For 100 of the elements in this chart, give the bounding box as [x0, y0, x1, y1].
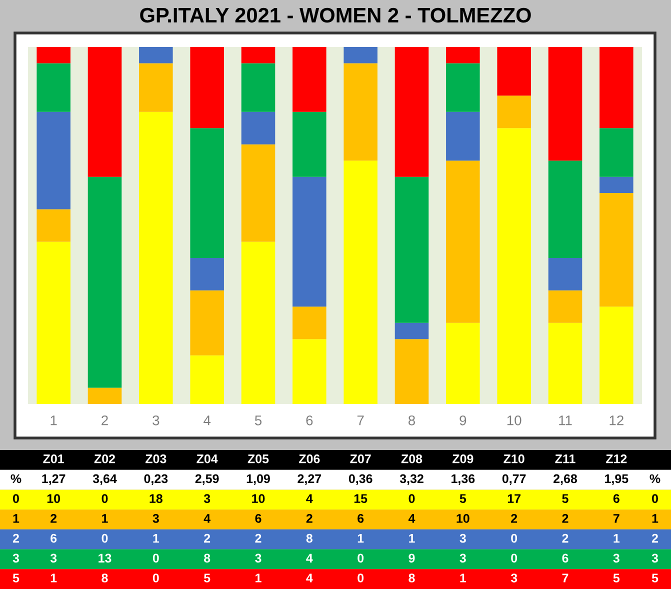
text: 0,77 [502, 474, 526, 485]
text: 1,95 [605, 474, 628, 485]
text: 3,64 [92, 474, 117, 485]
text: Z09 [452, 454, 474, 464]
x-tick-label: 12 [610, 415, 624, 426]
data-label: 1 [409, 534, 415, 543]
data-label: 1 [614, 534, 620, 543]
data-label: 5 [613, 574, 620, 582]
data-label: 3 [204, 494, 210, 504]
data-label: 10 [456, 514, 470, 523]
text: 1 [13, 514, 20, 523]
data-label: 6 [50, 534, 57, 543]
text: 0,23 [144, 474, 168, 485]
category-label: 2 [12, 534, 19, 543]
data-label: 1 [102, 514, 108, 523]
x-tick-label: 4 [204, 416, 211, 426]
data-label: 7 [562, 574, 568, 582]
data-label: 3 [152, 514, 159, 523]
data-label: 15 [354, 494, 368, 503]
data-label: 7 [613, 514, 620, 523]
data-label: 0 [102, 534, 108, 543]
text: % [650, 474, 660, 484]
data-label: 2 [306, 514, 312, 523]
data-label: 3 [460, 534, 466, 543]
data-label: 3 [50, 554, 57, 563]
data-label: 0 [358, 554, 364, 563]
text: 5 [12, 574, 20, 582]
data-label: 17 [508, 494, 520, 503]
data-label: 0 [152, 574, 159, 582]
data-label: 3 [613, 554, 620, 563]
data-label: 0 [358, 574, 364, 582]
x-tick-label: 1 [50, 416, 57, 426]
text: Z06 [299, 454, 320, 464]
data-label: 8 [102, 574, 108, 582]
data-label: 13 [98, 554, 112, 563]
data-label: 8 [204, 554, 210, 563]
data-label: 2 [562, 514, 568, 523]
text: 1,36 [452, 474, 475, 485]
x-tick-label: 11 [559, 416, 572, 426]
x-tick-label: 6 [306, 415, 313, 426]
data-label: 0 [511, 554, 518, 563]
data-label: 3 [255, 554, 262, 563]
text: 2,59 [195, 474, 219, 485]
data-label: 4 [306, 554, 313, 562]
x-tick-label: 5 [254, 416, 262, 426]
category-label: 1 [652, 514, 658, 523]
x-tick-label: 7 [357, 416, 364, 426]
text: 3,32 [400, 474, 424, 485]
data-label: 0 [408, 494, 415, 503]
data-label: 8 [306, 534, 313, 543]
data-label: 4 [306, 494, 313, 503]
data-label: 1 [153, 534, 160, 543]
data-label: 1 [50, 574, 57, 582]
data-label: 4 [204, 514, 210, 523]
text: Z10 [504, 454, 524, 464]
text: Z05 [248, 454, 269, 464]
data-label: 0 [102, 494, 108, 503]
category-label: 5 [652, 574, 658, 582]
data-label: 4 [306, 574, 313, 582]
x-tick-label: 3 [152, 415, 160, 426]
text: Z03 [146, 454, 166, 464]
x-tick-label: 10 [507, 415, 522, 426]
data-label: 5 [460, 494, 466, 503]
text: 1,09 [246, 474, 270, 485]
text: 2,27 [298, 474, 322, 485]
text: Z07 [350, 454, 371, 464]
text: Z01 [43, 454, 64, 464]
data-label: 6 [562, 554, 568, 563]
text: Z04 [196, 454, 218, 464]
text: % [10, 474, 22, 484]
data-label: 0 [511, 534, 518, 543]
x-tick-label: 8 [408, 415, 416, 426]
text: Z12 [606, 454, 627, 464]
data-label: 9 [408, 554, 415, 563]
data-label: 6 [255, 514, 262, 523]
text: 3 [12, 554, 20, 563]
data-label: 6 [358, 514, 364, 523]
data-label: 1 [358, 534, 364, 543]
data-label: 10 [47, 494, 60, 503]
text: 0 [652, 494, 658, 503]
data-label: 1 [256, 574, 262, 582]
data-label: 8 [408, 574, 415, 582]
text: Z02 [94, 454, 116, 464]
x-tick-label: 9 [460, 415, 466, 426]
text: 2,68 [554, 474, 578, 485]
data-label: 2 [511, 514, 518, 523]
x-tick-label: 2 [102, 415, 108, 426]
data-label: 2 [204, 534, 210, 543]
data-label: 2 [562, 534, 568, 543]
data-label: 3 [510, 574, 518, 582]
data-label: 0 [152, 554, 159, 563]
text: 0 [13, 494, 19, 503]
text: Z11 [555, 454, 576, 464]
data-label: 2 [255, 534, 262, 543]
data-label: 18 [150, 494, 162, 503]
data-label: 1 [460, 574, 466, 582]
data-label: 3 [460, 554, 466, 563]
data-label: 6 [613, 494, 620, 503]
data-label: 5 [204, 574, 210, 582]
data-label: 5 [562, 494, 568, 503]
